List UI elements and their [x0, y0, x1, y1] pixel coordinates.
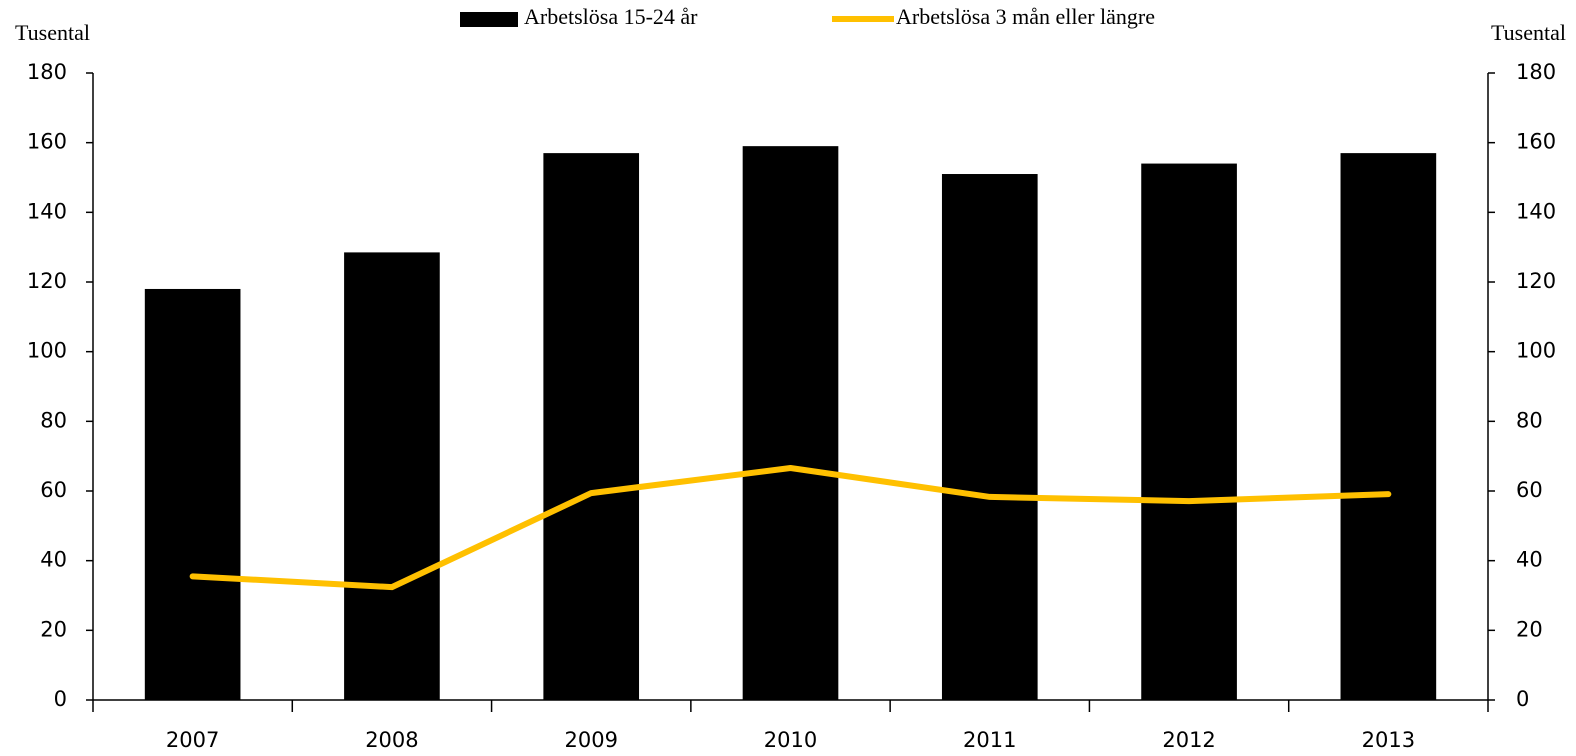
legend-label: Arbetslösa 3 mån eller längre — [896, 4, 1155, 29]
x-tick-label: 2010 — [764, 728, 817, 752]
y-tick-label: 20 — [40, 617, 67, 641]
bar — [742, 146, 839, 700]
y2-tick-label: 140 — [1516, 199, 1556, 223]
x-tick-label: 2007 — [166, 728, 219, 752]
y2-tick-label: 80 — [1516, 408, 1543, 432]
y-tick-label: 120 — [27, 269, 67, 293]
bar — [344, 252, 440, 700]
y2-tick-label: 100 — [1516, 339, 1556, 363]
x-tick-label: 2013 — [1362, 728, 1415, 752]
y2-axis-label: Tusental — [1491, 20, 1566, 45]
y-tick-label: 100 — [27, 339, 67, 363]
y-tick-label: 180 — [27, 60, 67, 84]
y2-tick-label: 0 — [1516, 687, 1529, 711]
bar — [543, 153, 640, 700]
y-tick-label: 60 — [40, 478, 67, 502]
bar — [1141, 163, 1237, 701]
y-axis-label: Tusental — [15, 20, 90, 45]
y2-tick-label: 120 — [1516, 269, 1556, 293]
y-tick-label: 160 — [27, 130, 67, 154]
legend-swatch — [460, 12, 518, 27]
y-tick-label: 0 — [54, 687, 67, 711]
y2-tick-label: 160 — [1516, 130, 1556, 154]
y-tick-label: 80 — [40, 408, 67, 432]
legend-label: Arbetslösa 15-24 år — [524, 4, 698, 29]
y2-tick-label: 20 — [1516, 617, 1543, 641]
line — [189, 465, 1392, 591]
y-tick-label: 140 — [27, 199, 67, 223]
bar — [144, 288, 241, 700]
x-tick-label: 2011 — [963, 728, 1016, 752]
bar — [941, 174, 1038, 700]
y2-tick-label: 180 — [1516, 60, 1556, 84]
x-tick-label: 2009 — [564, 728, 617, 752]
y-tick-label: 40 — [40, 548, 67, 572]
bar — [1340, 153, 1437, 700]
y2-tick-label: 40 — [1516, 548, 1543, 572]
x-tick-label: 2008 — [365, 728, 418, 752]
y2-tick-label: 60 — [1516, 478, 1543, 502]
x-tick-label: 2012 — [1162, 728, 1215, 752]
